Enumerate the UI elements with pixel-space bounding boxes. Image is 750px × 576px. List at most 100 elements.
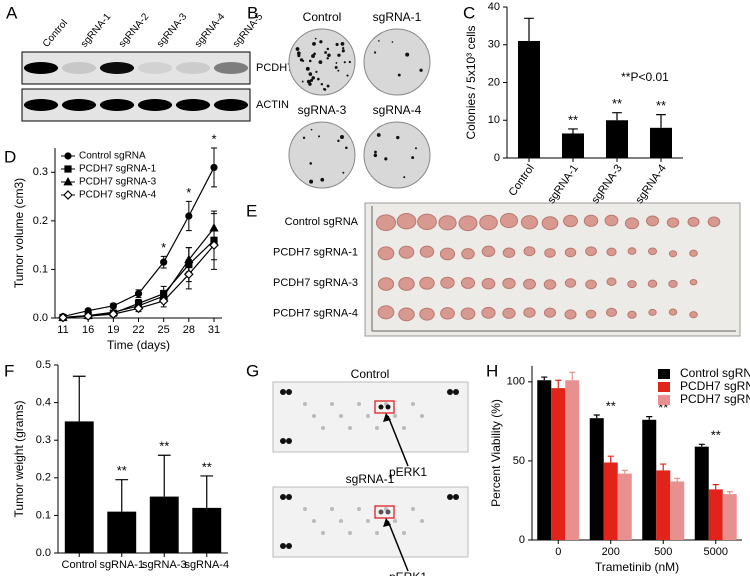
row-label: PCDH7 sgRNA-3 [273, 277, 358, 289]
colony [342, 171, 345, 174]
bar [650, 127, 672, 158]
colony [322, 88, 326, 91]
legend-label: Control sgRNA [680, 366, 750, 380]
spot [303, 507, 307, 511]
band [213, 99, 249, 111]
dish [363, 121, 431, 189]
significance: ** [117, 463, 127, 478]
panel-letter: D [4, 147, 16, 166]
blot [21, 51, 251, 85]
error-bar [555, 379, 562, 389]
spot [375, 426, 379, 430]
colony [327, 53, 331, 58]
lane-label: sgRNA-3 [155, 11, 190, 49]
band [23, 99, 59, 111]
tumor [523, 307, 536, 318]
tumor [502, 277, 516, 289]
legend-swatch [658, 395, 670, 405]
colony [308, 72, 313, 76]
dish [288, 121, 356, 189]
y-tick-label: 0.3 [36, 434, 51, 446]
band [175, 99, 211, 111]
colony [341, 49, 345, 53]
bar [518, 40, 540, 158]
band [23, 62, 59, 74]
spot [402, 531, 406, 535]
significance: ** [711, 428, 721, 443]
y-axis-label: Colonies / 5x10³ cells [464, 25, 478, 139]
arrow-label: pERK1 [389, 465, 427, 479]
arrowhead [383, 413, 391, 422]
spot [312, 414, 316, 418]
spot [286, 389, 292, 395]
spot [357, 402, 361, 406]
bar [192, 507, 222, 553]
colony [411, 156, 415, 160]
colony [326, 47, 330, 51]
tumor [624, 217, 640, 230]
lane-label: sgRNA-1 [79, 11, 114, 49]
marker [83, 311, 94, 321]
error-bar [541, 376, 548, 381]
tumor [689, 278, 698, 286]
tumor [419, 276, 435, 290]
y-tick-label: 30 [488, 39, 500, 51]
y-tick-label: 0.4 [36, 397, 51, 409]
y-tick-label: 40 [488, 1, 500, 13]
tumor [499, 213, 519, 229]
tumor [689, 249, 698, 257]
tumor [460, 307, 476, 320]
tumor [398, 277, 415, 291]
lane-label: Control [41, 18, 70, 50]
y-tick-label: 0.0 [36, 547, 51, 559]
error-bar [569, 371, 576, 381]
spot [312, 519, 316, 523]
marker [63, 190, 73, 200]
colony [314, 37, 317, 40]
error-bar [674, 477, 681, 482]
y-tick-label: 0.1 [36, 509, 51, 521]
legend-label: Control sgRNA [79, 151, 146, 162]
colony [403, 176, 406, 179]
band [137, 99, 173, 111]
lane-label: sgRNA-2 [117, 11, 152, 49]
tumor [647, 247, 658, 256]
tumor [439, 247, 456, 261]
spot [357, 507, 361, 511]
colony [324, 51, 328, 54]
colony [311, 54, 315, 58]
error-bar [698, 443, 705, 447]
membrane [272, 381, 469, 453]
tumor [687, 216, 700, 227]
lane-label: sgRNA-4 [193, 11, 228, 49]
colony [320, 82, 324, 86]
colony [373, 51, 377, 54]
colony [312, 41, 316, 46]
bar [708, 489, 723, 540]
spot [348, 426, 352, 430]
panel-letter: H [486, 361, 498, 380]
tumor [523, 246, 536, 257]
bar [656, 470, 671, 540]
tumor [564, 309, 577, 320]
colony [326, 57, 329, 60]
error-bar [712, 484, 719, 490]
significance: ** [612, 96, 622, 111]
y-tick-label: 0.0 [33, 312, 48, 324]
tumor [419, 307, 435, 321]
x-tick-label: 11 [57, 324, 68, 336]
bar [642, 419, 657, 540]
spot [330, 402, 334, 406]
colony [397, 73, 401, 77]
y-tick-label: 0.3 [33, 166, 48, 178]
x-tick-label: 28 [183, 324, 195, 336]
tumor [460, 277, 476, 289]
spot [402, 426, 406, 430]
dish [363, 28, 431, 96]
tumor [585, 246, 597, 257]
x-tick-label: sgRNA-3 [589, 163, 624, 206]
colony [348, 60, 351, 64]
colony [396, 135, 400, 140]
marker [210, 163, 218, 172]
tumor [606, 277, 617, 286]
